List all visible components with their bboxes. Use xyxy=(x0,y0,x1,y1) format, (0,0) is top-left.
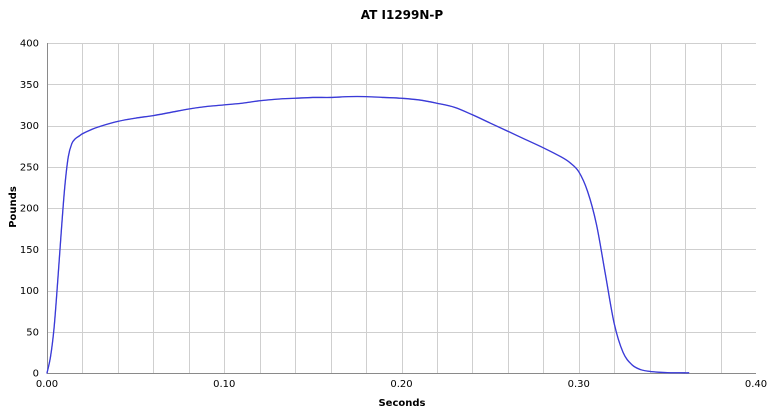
series-line xyxy=(46,95,690,374)
y-tick-label: 200 xyxy=(20,204,39,215)
series-layer xyxy=(46,95,690,374)
series-line-shadow xyxy=(46,95,690,374)
y-tick-label: 150 xyxy=(20,245,39,256)
x-tick-label: 0.40 xyxy=(745,379,767,390)
y-tick-label: 350 xyxy=(20,80,39,91)
x-tick-label: 0.10 xyxy=(213,379,235,390)
x-tick-label: 0.30 xyxy=(568,379,590,390)
y-axis-label: Pounds xyxy=(8,186,19,228)
grid xyxy=(47,43,756,373)
x-tick-label: 0.20 xyxy=(390,379,412,390)
y-tick-label: 50 xyxy=(26,327,39,338)
chart-title: AT I1299N-P xyxy=(361,8,444,22)
y-tick-label: 100 xyxy=(20,286,39,297)
y-tick-label: 250 xyxy=(20,162,39,173)
tick-labels: 0.00 0.10 0.20 0.30 0.40 0 50 100 150 200 250 300 35… xyxy=(20,39,767,391)
y-tick-label: 400 xyxy=(20,39,39,50)
x-tick-label: 0.00 xyxy=(36,379,58,390)
axes xyxy=(47,43,756,374)
y-tick-label: 0 xyxy=(33,369,39,380)
y-tick-label: 300 xyxy=(20,121,39,132)
x-axis-label: Seconds xyxy=(378,398,425,408)
